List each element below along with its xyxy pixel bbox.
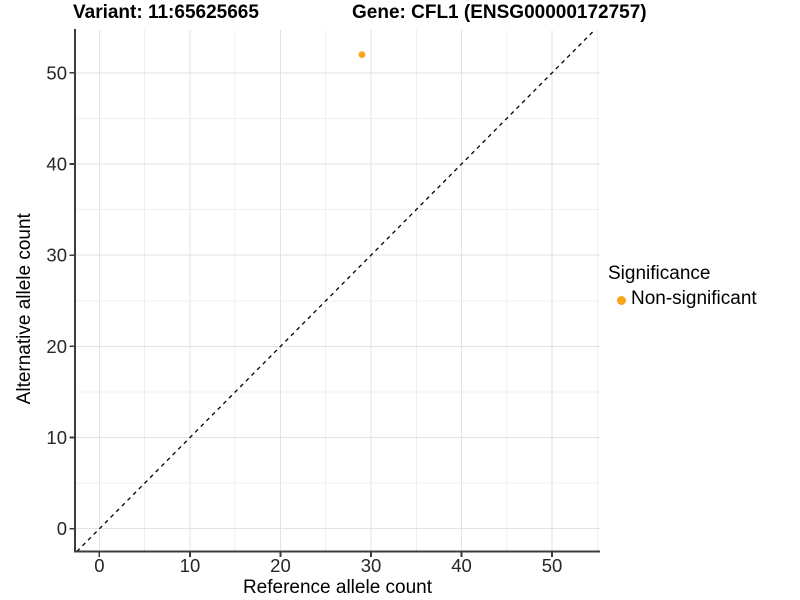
legend-title: Significance xyxy=(608,263,711,284)
plot-title-gene: Gene: CFL1 (ENSG00000172757) xyxy=(352,2,647,23)
x-tick-label: 50 xyxy=(542,555,563,576)
identity-line xyxy=(76,29,596,552)
y-tick-label: 40 xyxy=(46,154,67,175)
y-tick-label: 0 xyxy=(57,518,67,539)
y-tick-label: 30 xyxy=(46,245,67,266)
legend-point-icon xyxy=(617,295,626,305)
x-tick-label: 10 xyxy=(180,555,201,576)
y-axis-title: Alternative allele count xyxy=(14,212,35,404)
legend-entry-label: Non-significant xyxy=(631,288,757,309)
x-tick-label: 20 xyxy=(270,555,291,576)
data-point xyxy=(358,51,366,59)
plot-title-variant: Variant: 11:65625665 xyxy=(73,2,259,23)
x-tick-label: 0 xyxy=(94,555,104,576)
y-tick-label: 50 xyxy=(46,62,67,83)
tick-labels: 0 10 20 30 40 50 0 10 20 30 40 50 xyxy=(46,62,562,576)
axes xyxy=(74,29,600,553)
x-tick-label: 30 xyxy=(361,555,382,576)
legend-entry-non-significant: Non-significant xyxy=(606,288,757,310)
legend: Significance Non-significant xyxy=(606,263,757,310)
tick-marks xyxy=(69,72,553,557)
y-tick-label: 10 xyxy=(46,427,67,448)
gridlines xyxy=(75,30,600,552)
x-tick-label: 40 xyxy=(451,555,472,576)
data-points xyxy=(358,51,366,59)
x-axis-title: Reference allele count xyxy=(243,577,433,598)
y-tick-label: 20 xyxy=(46,336,67,357)
